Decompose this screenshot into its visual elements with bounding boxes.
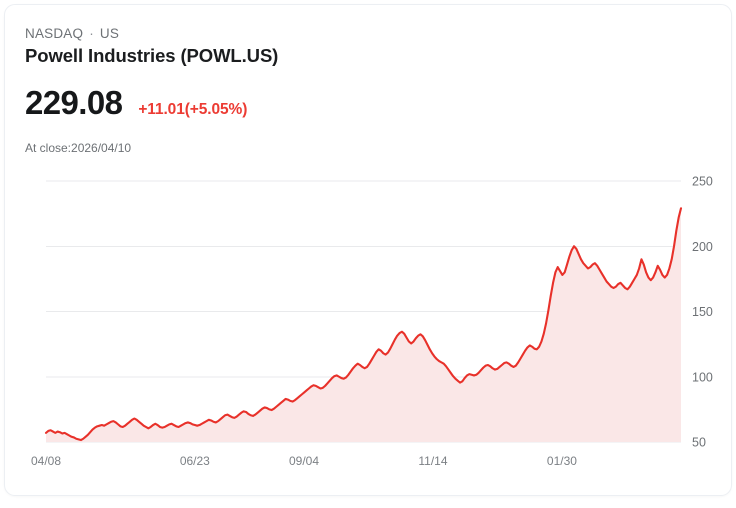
exchange-label: NASDAQ bbox=[25, 26, 84, 41]
stock-quote-card: NASDAQ · US Powell Industries (POWL.US) 22… bbox=[4, 4, 732, 496]
chart-x-tick-label: 06/23 bbox=[180, 454, 210, 468]
price-row: 229.08 +11.01(+5.05%) bbox=[25, 86, 247, 119]
chart-x-axis-labels: 04/08 06/23 09/04 11/14 01/30 bbox=[31, 454, 577, 468]
chart-price-line bbox=[44, 207, 683, 442]
chart-area-fill bbox=[46, 208, 681, 442]
price-chart-svg: 50 100 150 200 250 04/08 06/23 09/04 11/14 01/30 bbox=[31, 175, 713, 469]
chart-y-tick-label: 100 bbox=[692, 370, 713, 384]
page-title: Powell Industries (POWL.US) bbox=[25, 45, 279, 66]
exchange-region-row: NASDAQ · US bbox=[25, 26, 119, 41]
chart-x-tick-label: 04/08 bbox=[31, 454, 61, 468]
chart-x-tick-label: 01/30 bbox=[547, 454, 577, 468]
chart-y-tick-label: 150 bbox=[692, 305, 713, 319]
chart-y-tick-label: 50 bbox=[692, 436, 706, 450]
chart-y-tick-label: 200 bbox=[692, 240, 713, 254]
chart-y-tick-label: 250 bbox=[692, 175, 713, 189]
chart-x-tick-label: 11/14 bbox=[418, 454, 447, 468]
chart-x-tick-label: 09/04 bbox=[289, 454, 319, 468]
chart-y-axis-labels: 50 100 150 200 250 bbox=[692, 175, 713, 450]
region-label: US bbox=[99, 26, 120, 41]
price-change: +11.01(+5.05%) bbox=[138, 101, 248, 118]
exchange-separator: · bbox=[89, 26, 94, 41]
price-chart: 50 100 150 200 250 04/08 06/23 09/04 11/14 01/30 bbox=[5, 165, 731, 475]
last-price: 229.08 bbox=[25, 84, 123, 121]
session-status: At close:2026/04/10 bbox=[25, 141, 132, 155]
